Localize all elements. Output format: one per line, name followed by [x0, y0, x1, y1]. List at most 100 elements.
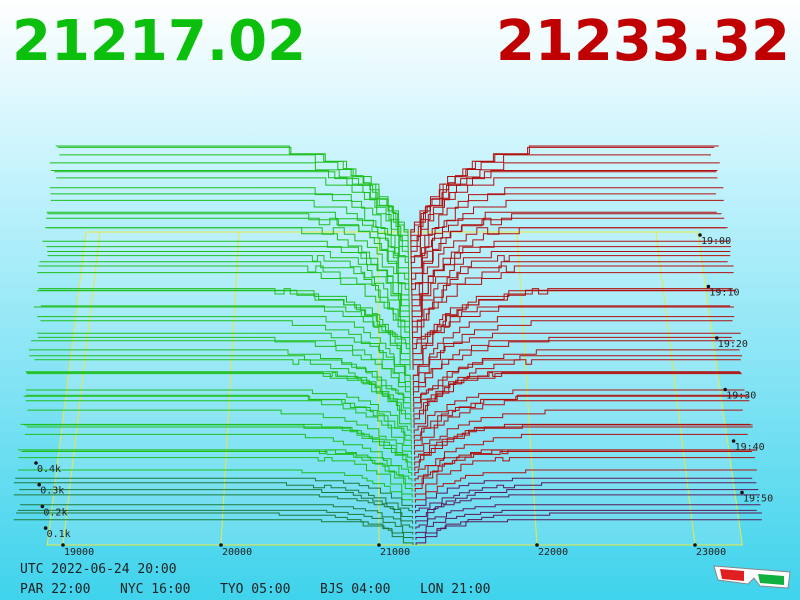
ask-depth-curve: [414, 433, 748, 476]
bid-depth-curve: [20, 504, 414, 530]
bid-depth-curve: [15, 477, 413, 508]
bid-price: 21217.02: [12, 9, 306, 74]
ask-depth-curve: [413, 372, 741, 418]
time-tick-dot: [740, 490, 744, 495]
price-tick-dot: [377, 543, 381, 547]
ask-depth-curve: [412, 272, 734, 344]
time-tick-label: 19:50: [743, 494, 773, 505]
time-tick-dot: [715, 336, 719, 340]
bid-depth-curve: [33, 306, 411, 365]
ask-depth-curve: [411, 211, 717, 291]
ask-depth-curve: [412, 265, 734, 339]
bid-depth-curve: [25, 394, 412, 445]
bid-depth-curve: [25, 389, 412, 434]
time-tick-dot: [706, 284, 711, 289]
bid-depth-curve: [39, 261, 410, 333]
ask-depth-curve: [413, 371, 740, 423]
depth-tick-dot: [34, 461, 38, 465]
bid-depth-curve: [26, 372, 412, 418]
price-tick-dot: [535, 543, 539, 547]
ask-depth-curve: [415, 482, 757, 514]
price-tick-label: 23000: [696, 547, 726, 558]
ask-depth-curve: [411, 217, 725, 296]
ask-depth-curve: [410, 145, 719, 238]
ask-depth-curve: [410, 193, 717, 275]
depth-tick-dot: [40, 504, 45, 509]
ask-depth-curve: [410, 170, 718, 259]
ask-depth-curve: [415, 504, 761, 530]
clock: PAR 22:00: [20, 582, 90, 597]
clock: TYO 05:00: [220, 582, 290, 597]
ask-depth-curve: [413, 359, 741, 413]
bid-depth-curve: [25, 400, 412, 450]
ask-depth-curve: [413, 373, 742, 429]
time-tick-label: 19:10: [709, 288, 739, 299]
bid-depth-curve: [59, 154, 409, 243]
bid-depth-curve: [46, 217, 410, 296]
bid-depth-curve: [21, 451, 413, 487]
ask-depth-curve: [415, 489, 759, 524]
bid-depth-curve: [49, 187, 409, 270]
bid-depth-curve: [23, 449, 413, 492]
ask-depth-curve: [412, 306, 734, 365]
ask-depth-curve: [414, 426, 753, 471]
bid-depth-curve: [13, 519, 414, 545]
ask-depth-curve: [411, 246, 731, 317]
ask-depth-curve: [411, 240, 729, 312]
depth-tick-label: 0.4k: [37, 464, 61, 475]
ask-depth-curve: [411, 251, 731, 328]
bid-depth-curve: [28, 349, 412, 402]
ask-depth-curve: [410, 177, 718, 264]
time-tick-label: 19:20: [718, 339, 748, 350]
clock: NYC 16:00: [120, 582, 190, 597]
ask-depth-curve: [412, 305, 731, 370]
depth-tick-label: 0.3k: [40, 486, 64, 497]
ask-depth-curve: [414, 457, 755, 498]
ask-depth-curve: [415, 477, 753, 508]
bid-depth-curve: [13, 494, 413, 519]
ask-depth-curve: [413, 389, 745, 434]
bid-depth-curve: [54, 171, 409, 254]
world-clocks: PAR 22:00 NYC 16:00 TYO 05:00 BJS 04:00 LON …: [20, 582, 490, 597]
3d-glasses-icon[interactable]: [713, 565, 791, 589]
price-tick-label: 22000: [538, 547, 568, 558]
ask-depth-curve: [410, 171, 717, 254]
grid-line: [62, 231, 101, 546]
bid-depth-curve: [56, 177, 409, 264]
grid-line: [220, 231, 240, 546]
ask-depth-curve: [414, 424, 753, 466]
bid-depth-curve: [31, 340, 412, 397]
ask-depth-curve: [410, 146, 715, 233]
ask-depth-curve: [415, 509, 757, 535]
depth-tick-label: 0.2k: [43, 507, 67, 518]
clock: BJS 04:00: [320, 582, 390, 597]
ask-depth-curve: [414, 400, 750, 450]
bid-depth-curve: [37, 332, 411, 386]
bid-depth-curve: [49, 162, 409, 248]
bid-depth-curve: [46, 246, 410, 317]
price-tick-dot: [693, 543, 697, 547]
bid-depth-curve: [19, 489, 414, 524]
bid-depth-curve: [26, 373, 412, 429]
price-tick-label: 20000: [222, 547, 252, 558]
ask-depth-curve: [413, 320, 733, 376]
bid-depth-curve: [16, 512, 414, 540]
bid-depth-curve: [46, 211, 410, 291]
bid-depth-curve: [24, 433, 413, 476]
bid-depth-curve: [38, 288, 411, 354]
depth-tick-label: 0.1k: [47, 529, 71, 540]
ask-depth-curve: [415, 512, 762, 540]
bid-depth-curve: [13, 482, 413, 514]
bid-depth-curve: [25, 371, 412, 423]
bid-depth-curve: [50, 170, 409, 259]
axis-labels: 19000 20000 21000 22000 23000 19:00 19:10 19:20…: [34, 233, 773, 558]
bid-depth-curve: [37, 272, 411, 344]
time-tick-dot: [731, 439, 736, 443]
bid-depth-curve: [34, 359, 412, 413]
bid-depth-curve: [18, 469, 413, 503]
ask-depth-curve: [413, 395, 749, 439]
price-tick-label: 21000: [380, 547, 410, 558]
bid-depth-curve: [40, 305, 411, 370]
grid-line: [377, 231, 380, 546]
